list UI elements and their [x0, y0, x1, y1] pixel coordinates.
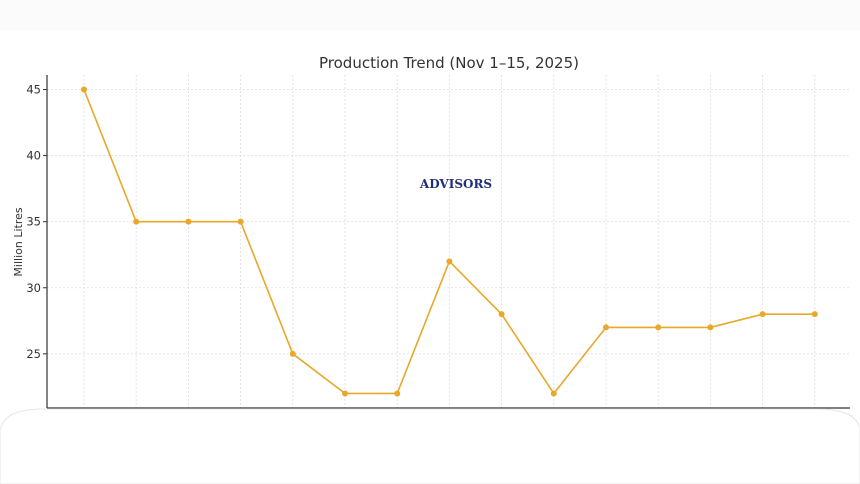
grid-layer	[47, 75, 850, 408]
data-point	[655, 324, 662, 331]
data-point	[133, 218, 140, 225]
y-tick-label: 40	[26, 149, 41, 163]
chart-title: Production Trend (Nov 1–15, 2025)	[319, 54, 579, 72]
data-point	[185, 218, 192, 225]
y-axis-label: Million Litres	[12, 207, 25, 276]
data-point	[498, 311, 505, 318]
y-ticks: 25 30 35 40 45	[26, 83, 47, 361]
data-point	[550, 390, 557, 397]
y-tick-label: 35	[26, 215, 41, 229]
y-tick-label: 25	[26, 347, 41, 361]
data-point	[394, 390, 401, 397]
y-tick-label: 30	[26, 281, 41, 295]
data-point	[289, 350, 296, 357]
data-point	[707, 324, 714, 331]
y-tick-label: 45	[26, 83, 41, 97]
data-point	[237, 218, 244, 225]
bottom-swoosh	[0, 408, 860, 484]
data-point	[342, 390, 348, 397]
top-band	[0, 0, 860, 30]
data-point	[759, 311, 766, 318]
watermark-logo: ADVISORS	[419, 177, 492, 191]
data-point	[81, 86, 87, 93]
data-point	[811, 311, 818, 318]
data-point	[603, 324, 609, 331]
data-points	[81, 86, 818, 397]
data-point	[446, 258, 453, 265]
